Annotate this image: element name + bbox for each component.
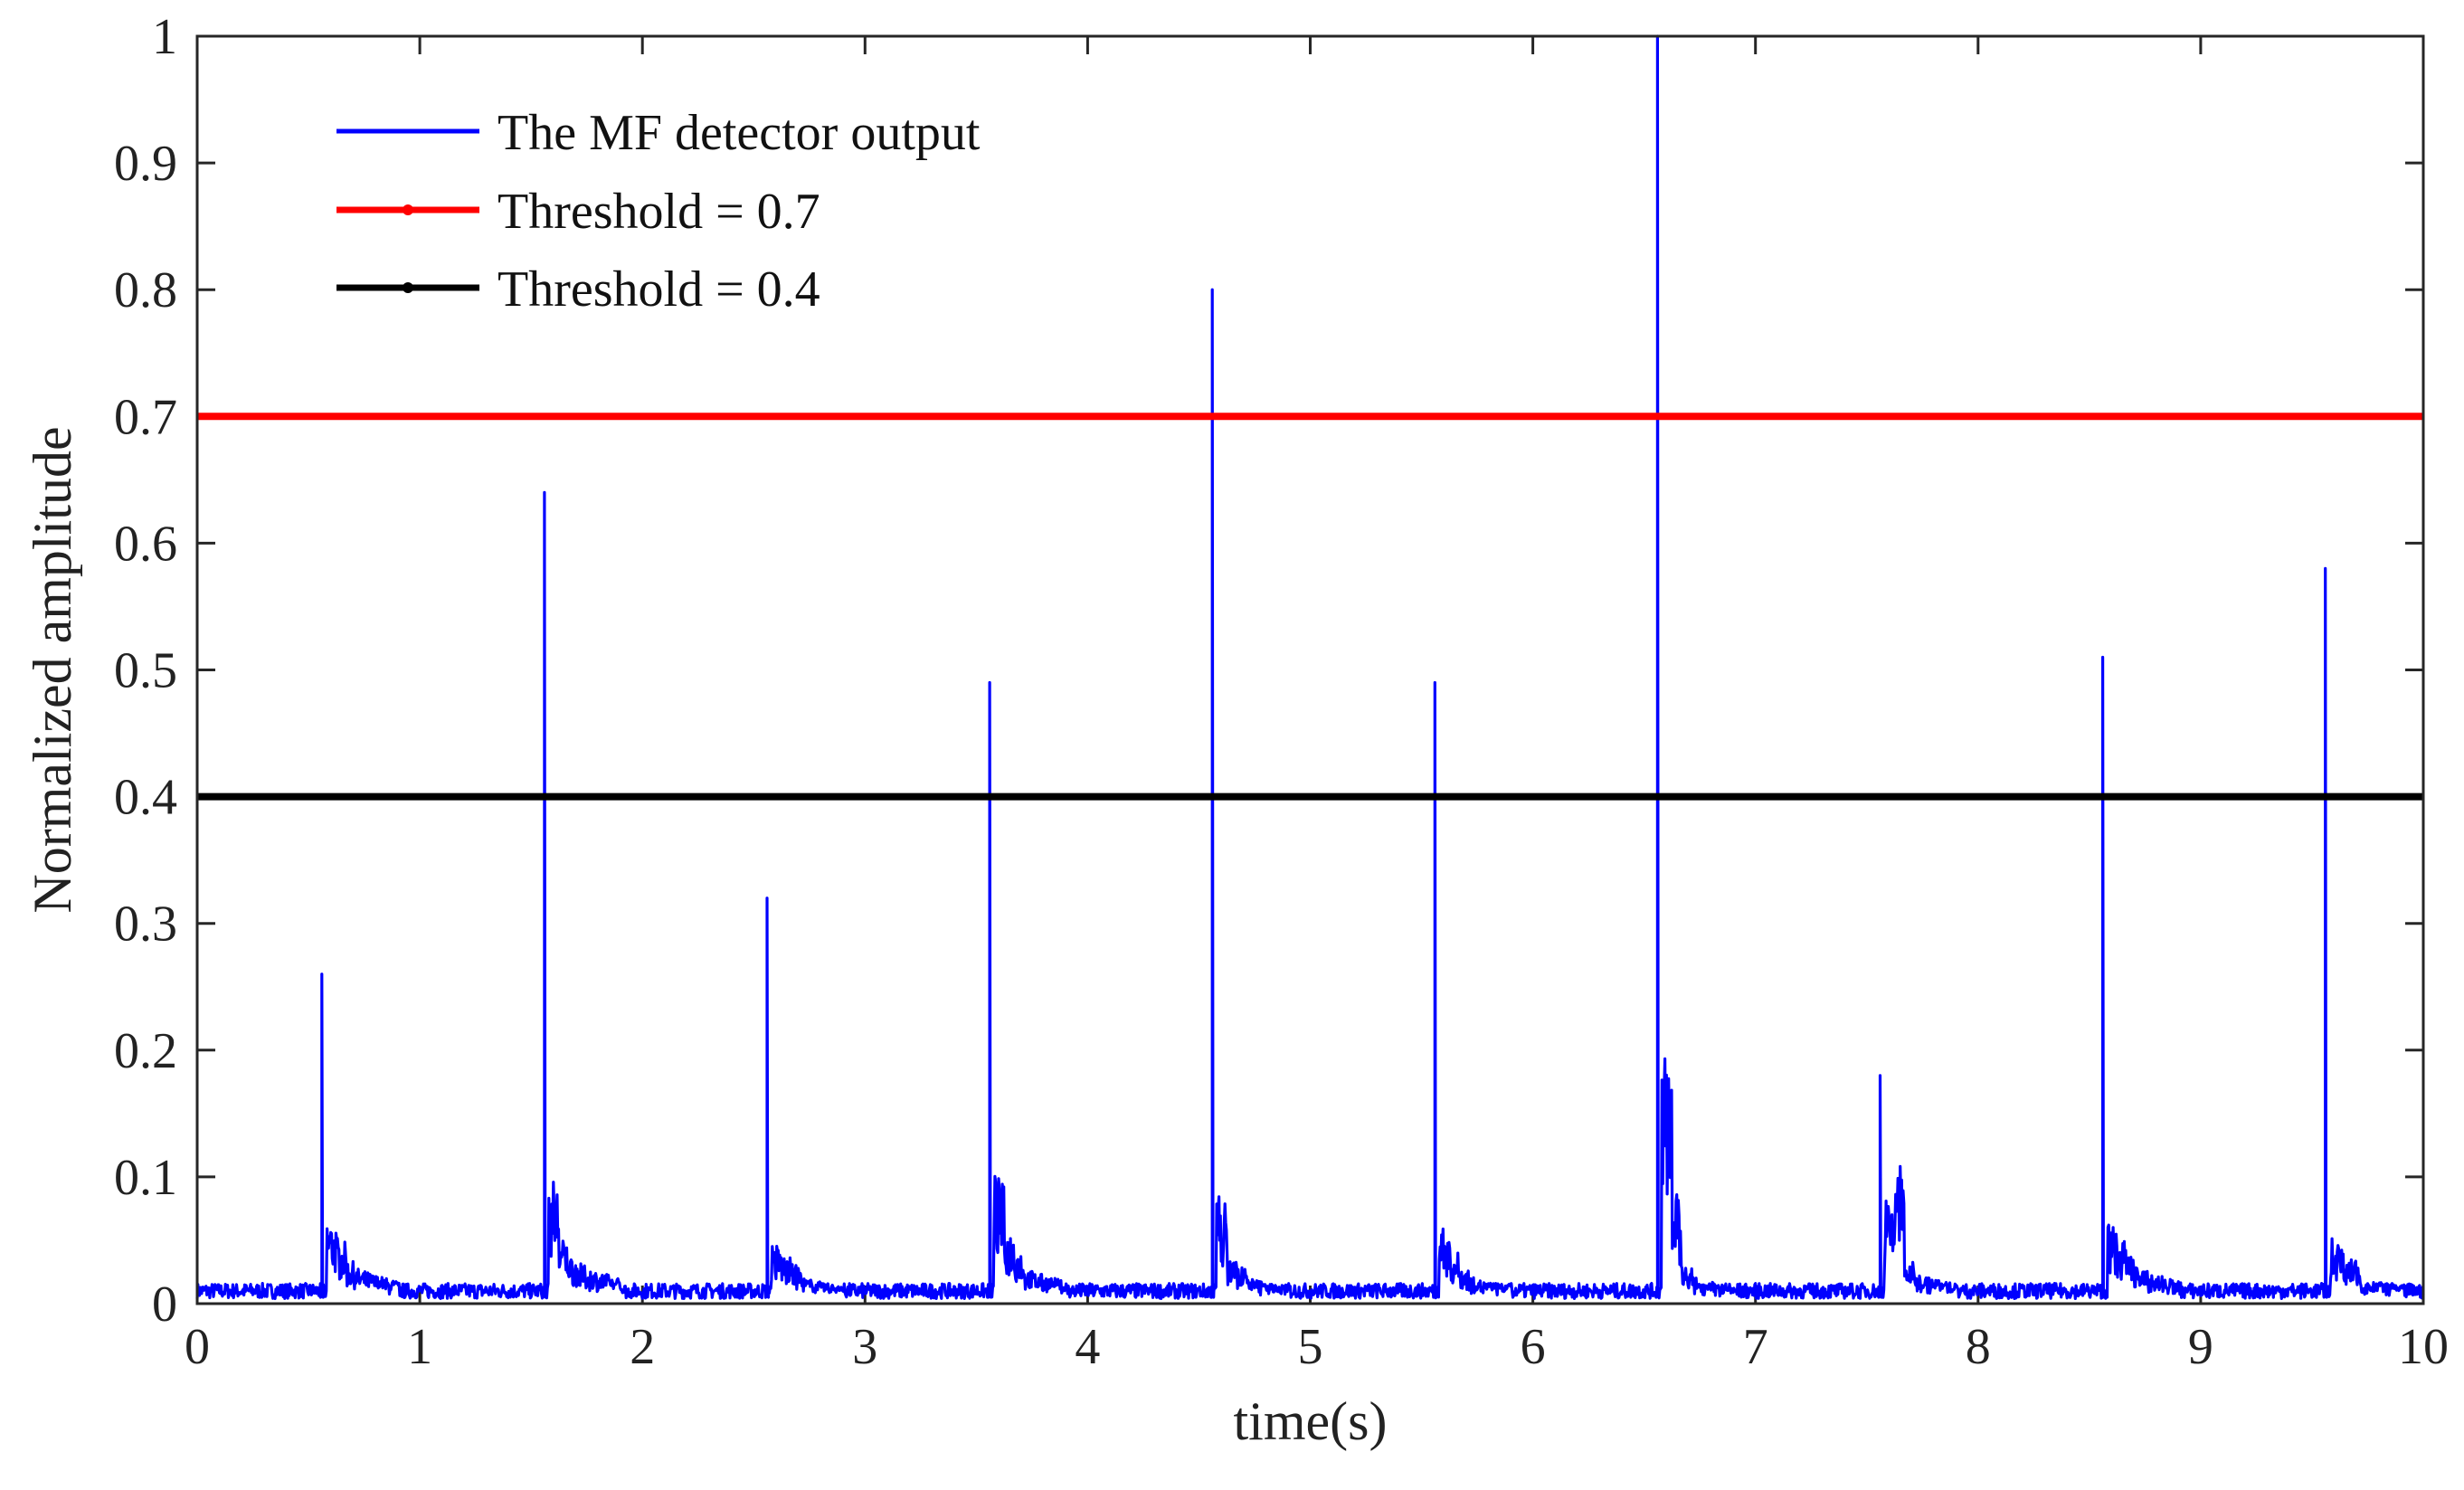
x-axis-ticks: 0 1 2 3 4 5 6 7 8 9 10: [185, 36, 2449, 1375]
legend-label-threshold-07: Threshold = 0.7: [498, 184, 820, 240]
x-tick-label: 10: [2398, 1319, 2449, 1375]
x-tick-label: 5: [1298, 1319, 1323, 1375]
plot-frame: [195, 34, 2425, 1305]
legend-label-threshold-04: Threshold = 0.4: [498, 261, 820, 318]
x-tick-label: 7: [1743, 1319, 1768, 1375]
x-tick-label: 9: [2188, 1319, 2213, 1375]
x-tick-label: 4: [1075, 1319, 1100, 1375]
y-axis-ticks: 0 0.1 0.2 0.3 0.4 0.5 0.6 0.7 0.8 0.9 1: [114, 9, 2423, 1333]
x-axis-label: time(s): [1234, 1391, 1388, 1451]
y-tick-label: 0: [152, 1276, 177, 1333]
legend: The MF detector output Threshold = 0.7 T…: [336, 105, 981, 318]
series-line-mf-output: [195, 34, 2425, 1300]
y-tick-label: 0.3: [114, 897, 177, 953]
y-tick-label: 0.5: [114, 643, 177, 699]
y-axis-label: Normalized amplitude: [23, 426, 82, 913]
y-tick-label: 0.1: [114, 1150, 177, 1206]
y-tick-label: 0.4: [114, 770, 177, 826]
legend-label-mf-output: The MF detector output: [498, 105, 981, 161]
legend-marker-threshold-04: [403, 282, 413, 293]
x-tick-label: 1: [407, 1319, 432, 1375]
x-tick-label: 0: [185, 1319, 210, 1375]
y-tick-label: 0.2: [114, 1023, 177, 1079]
x-tick-label: 8: [1966, 1319, 1991, 1375]
y-tick-label: 0.8: [114, 262, 177, 318]
y-tick-label: 1: [152, 9, 177, 65]
y-tick-label: 0.7: [114, 389, 177, 445]
y-tick-label: 0.6: [114, 516, 177, 572]
x-tick-label: 6: [1521, 1319, 1546, 1375]
x-tick-label: 2: [630, 1319, 655, 1375]
series-layer: [195, 34, 2425, 1300]
x-tick-label: 3: [852, 1319, 877, 1375]
legend-marker-threshold-07: [403, 204, 413, 215]
y-tick-label: 0.9: [114, 136, 177, 192]
